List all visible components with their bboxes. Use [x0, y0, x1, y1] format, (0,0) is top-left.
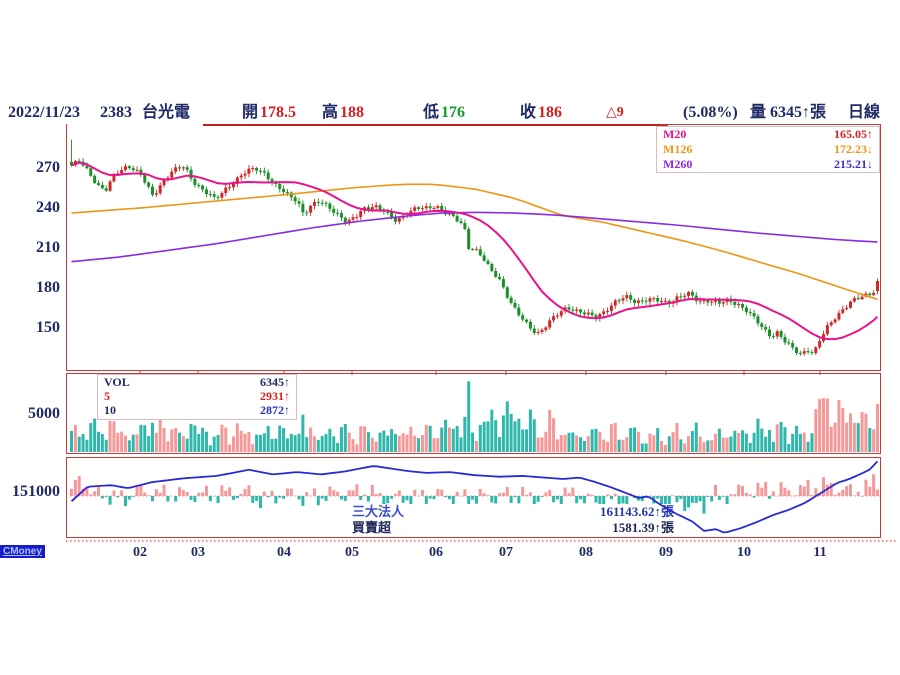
month-axis-label: 06 — [429, 545, 443, 560]
high-label: 高 — [322, 104, 339, 121]
inst-panel-border-right — [880, 457, 881, 538]
price-panel-border-bottom — [66, 370, 881, 371]
ma20-label: M20 — [663, 127, 687, 141]
volume-legend: VOL 6345↑ 5 2931↑ 10 2872↑ — [97, 374, 297, 420]
price-axis-tick: 270 — [36, 159, 60, 176]
volume-panel-border-top — [66, 373, 881, 374]
vol10-value: 2872↑ — [260, 402, 290, 417]
inst-panel-border-bottom — [66, 537, 881, 538]
price-panel-border-left — [66, 124, 67, 371]
cmoney-logo[interactable]: CMoney — [0, 545, 45, 558]
quote-date: 2022/11/23 — [8, 104, 81, 121]
inst-row2-value: 1581.39↑張 — [612, 520, 674, 535]
high-value: 188 — [340, 104, 364, 121]
price-axis-tick: 150 — [36, 319, 60, 336]
ma20-value: 165.05↑ — [834, 127, 873, 141]
open-value: 178.5 — [260, 104, 296, 121]
change-value: △9 — [606, 105, 624, 120]
inst-panel-border-top — [66, 457, 881, 458]
period-label: 日線 — [848, 104, 881, 121]
inst-row1-label: 三大法人 — [352, 504, 405, 519]
month-axis-label: 05 — [345, 545, 359, 560]
stock-name: 台光電 — [142, 104, 191, 121]
month-axis-label: 08 — [579, 545, 593, 560]
vol5-label: 5 — [104, 388, 110, 403]
volume-panel-border-right — [880, 373, 881, 454]
inst-panel-border-left — [66, 457, 67, 538]
month-axis-label: 04 — [277, 545, 291, 560]
vol-label: VOL — [104, 374, 130, 389]
volume-label: 量 — [750, 104, 767, 121]
close-label: 收 — [520, 104, 537, 121]
inst-row1-value: 161143.62↑張 — [599, 504, 674, 519]
price-axis-tick: 210 — [36, 239, 60, 256]
vol10-label: 10 — [104, 402, 116, 417]
low-label: 低 — [423, 104, 440, 121]
open-label: 開 — [242, 104, 259, 121]
inst-legend: 三大法人 161143.62↑張 買賣超 1581.39↑張 — [348, 504, 678, 537]
volume-panel-border-bottom — [66, 453, 881, 454]
month-axis-label: 03 — [191, 545, 205, 560]
stock-code: 2383 — [100, 104, 132, 121]
inst-axis-label: 151000 — [12, 483, 60, 500]
volume-value: 6345↑張 — [770, 104, 827, 121]
ma126-label: M126 — [663, 142, 693, 156]
inst-row2-label: 買賣超 — [352, 520, 392, 535]
low-value: 176 — [441, 104, 465, 121]
header-underline — [203, 124, 668, 126]
price-panel-border-top — [660, 124, 880, 125]
ma260-value: 215.21↓ — [834, 157, 873, 171]
vol-value: 6345↑ — [260, 374, 290, 389]
price-panel-border-right — [880, 124, 881, 371]
ma-legend: M20 165.05↑ M126 172.23↓ M260 215.21↓ — [656, 126, 880, 173]
ma126-value: 172.23↓ — [834, 142, 873, 156]
change-pct: (5.08%) — [683, 104, 738, 121]
volume-axis-label: 5000 — [28, 405, 60, 422]
price-axis-tick: 240 — [36, 199, 60, 216]
month-axis-label: 09 — [659, 545, 673, 560]
close-value: 186 — [538, 104, 562, 121]
month-axis-label: 02 — [133, 545, 147, 560]
month-axis-label: 11 — [813, 545, 827, 560]
month-axis-label: 07 — [499, 545, 513, 560]
ma260-label: M260 — [663, 157, 693, 171]
vol5-value: 2931↑ — [260, 388, 290, 403]
price-axis-tick: 180 — [36, 279, 60, 296]
volume-panel-border-left — [66, 373, 67, 454]
month-axis-label: 10 — [737, 545, 751, 560]
